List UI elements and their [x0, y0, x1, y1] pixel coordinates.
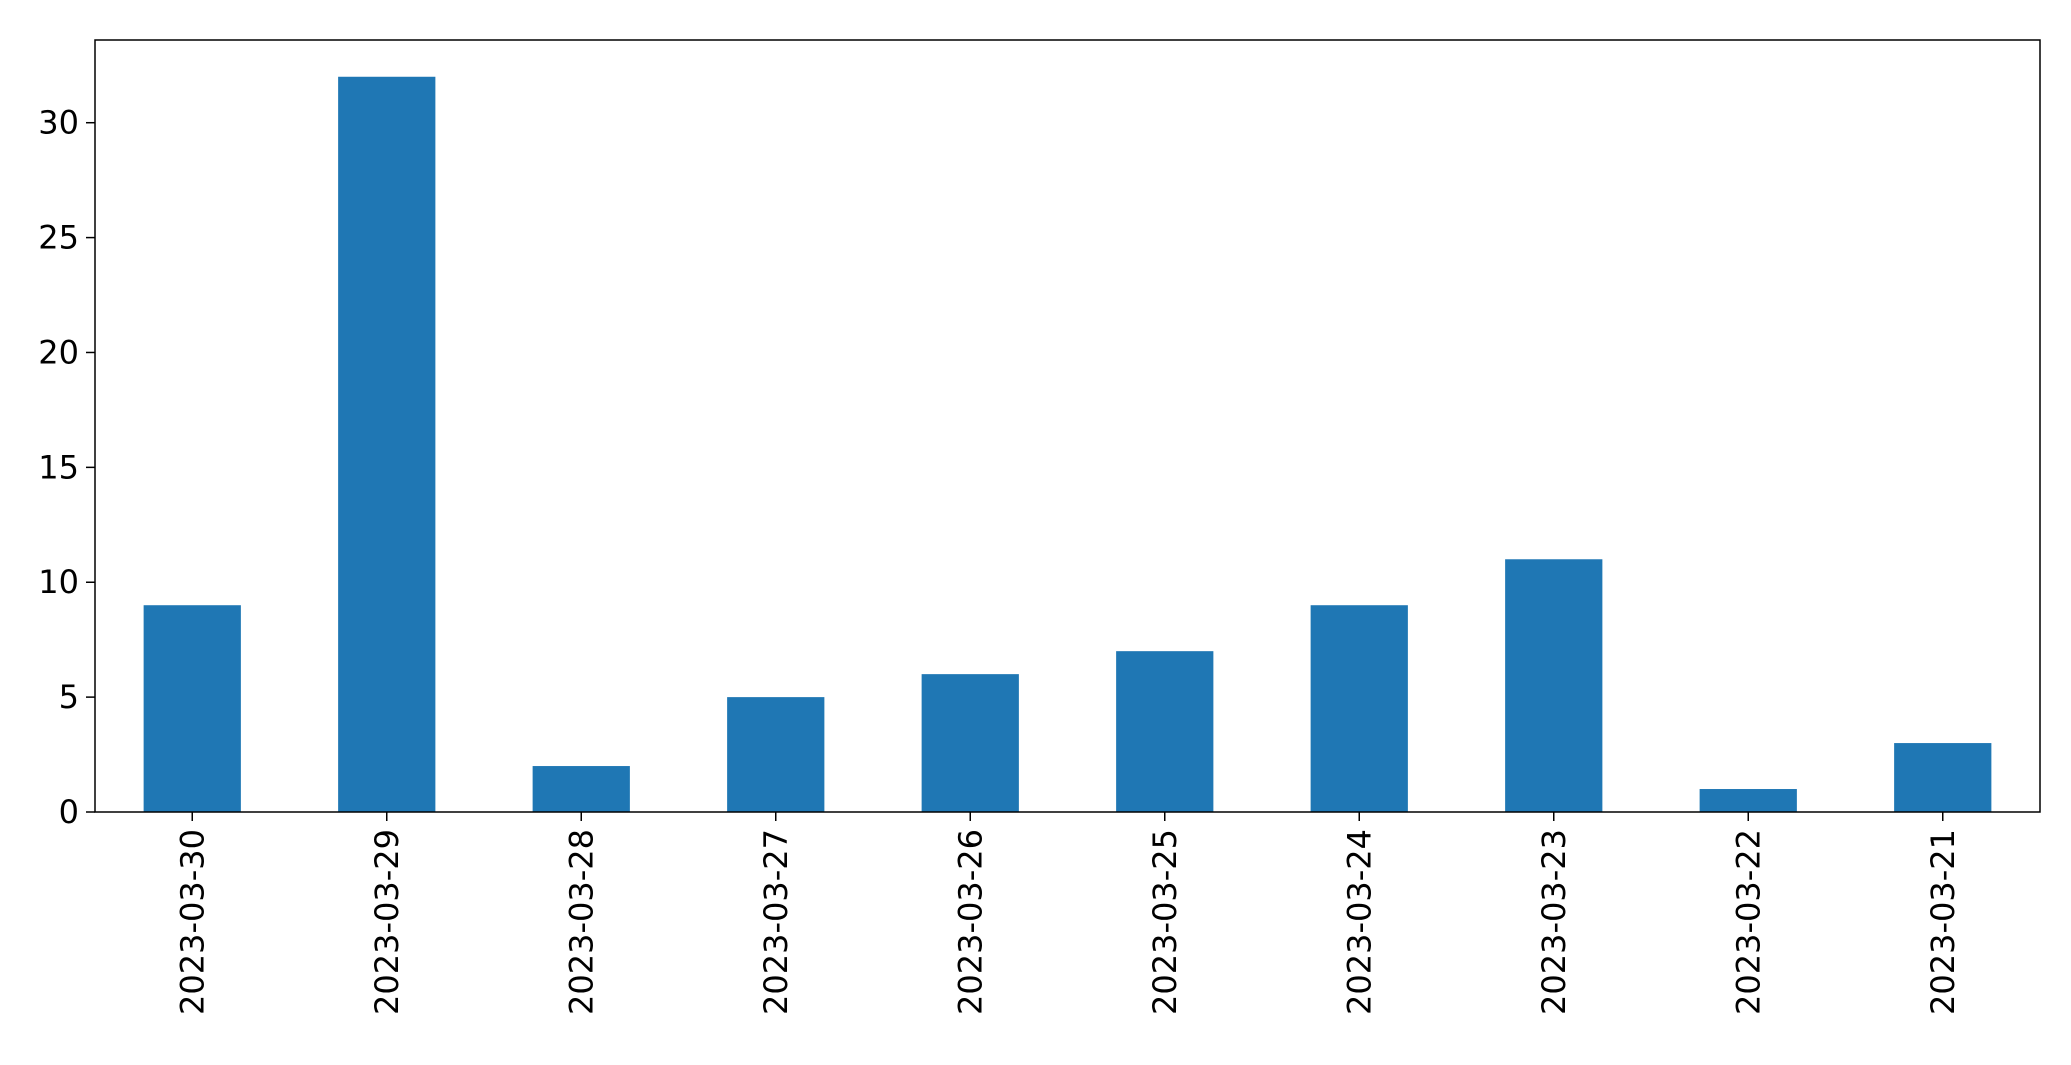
bar-2023-03-23 — [1505, 559, 1603, 812]
y-tick-label: 5 — [59, 678, 79, 716]
y-axis: 0 5 10 15 20 25 30 — [38, 104, 95, 831]
bar-2023-03-30 — [143, 605, 241, 812]
x-tick-label: 2023-03-30 — [173, 829, 211, 1015]
bar-2023-03-28 — [532, 766, 630, 812]
x-tick-label: 2023-03-24 — [1340, 829, 1378, 1015]
bar-2023-03-25 — [1116, 651, 1214, 812]
bars-layer — [143, 76, 1992, 812]
y-tick-label: 25 — [38, 219, 79, 257]
x-tick-label: 2023-03-22 — [1729, 829, 1767, 1015]
x-tick-label: 2023-03-23 — [1535, 829, 1573, 1015]
x-tick-label: 2023-03-21 — [1924, 829, 1962, 1015]
x-tick-label: 2023-03-25 — [1146, 829, 1184, 1015]
y-tick-label: 0 — [59, 793, 79, 831]
x-tick-label: 2023-03-26 — [951, 829, 989, 1015]
x-tick-label: 2023-03-28 — [562, 829, 600, 1015]
bar-2023-03-27 — [727, 697, 825, 812]
bar-2023-03-21 — [1894, 743, 1992, 812]
x-axis: 2023-03-30 2023-03-29 2023-03-28 2023-03-27… — [173, 812, 1962, 1015]
x-tick-label: 2023-03-27 — [757, 829, 795, 1015]
bar-2023-03-22 — [1699, 789, 1797, 812]
bar-2023-03-26 — [921, 674, 1019, 812]
y-tick-label: 10 — [38, 563, 79, 601]
x-tick-label: 2023-03-29 — [368, 829, 406, 1015]
y-tick-label: 20 — [38, 333, 79, 371]
y-tick-label: 15 — [38, 448, 79, 486]
bar-2023-03-29 — [338, 76, 436, 812]
bar-2023-03-24 — [1310, 605, 1408, 812]
y-tick-label: 30 — [38, 104, 79, 142]
plot-frame — [94, 39, 2041, 813]
